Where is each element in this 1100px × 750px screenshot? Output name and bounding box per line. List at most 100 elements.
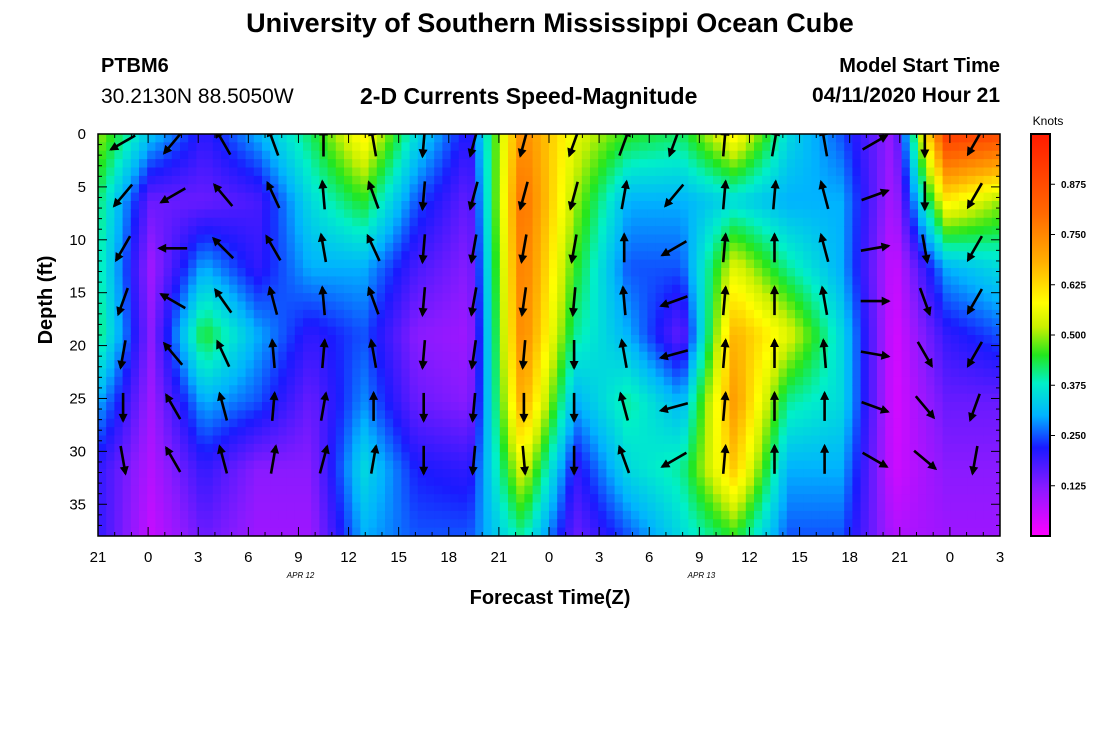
heatmap-cell [458, 276, 468, 286]
heatmap-cell [754, 326, 763, 336]
heatmap-cell [171, 443, 181, 453]
heatmap-cell [508, 502, 517, 512]
heatmap-cell [926, 418, 935, 428]
heatmap-cell [98, 502, 107, 512]
heatmap-cell [901, 175, 911, 185]
heatmap-cell [901, 343, 911, 353]
heatmap-cell [475, 184, 484, 194]
heatmap-cell [926, 301, 935, 311]
heatmap-cell [171, 502, 181, 512]
heatmap-cell [171, 469, 181, 478]
heatmap-cell [319, 494, 329, 504]
heatmap-cell [836, 460, 845, 470]
heatmap-cell [590, 427, 599, 437]
heatmap-cell [98, 368, 107, 378]
heatmap-cell [106, 335, 115, 344]
heatmap-cell [401, 427, 411, 437]
heatmap-cell [672, 435, 681, 445]
heatmap-cell [704, 477, 714, 487]
heatmap-cell [901, 469, 911, 478]
heatmap-cell [376, 527, 386, 536]
heatmap-cell [130, 184, 140, 194]
heatmap-cell [704, 326, 714, 336]
heatmap-cell [278, 469, 288, 478]
heatmap-cell [606, 494, 616, 504]
heatmap-cell [278, 402, 288, 411]
heatmap-cell [385, 150, 394, 160]
heatmap-cell [311, 343, 320, 353]
heatmap-cell [795, 159, 804, 169]
heatmap-cell [557, 301, 566, 311]
heatmap-cell [98, 410, 107, 420]
heatmap-cell [327, 175, 337, 185]
heatmap-cell [827, 335, 837, 344]
heatmap-cell [754, 494, 763, 504]
heatmap-cell [827, 460, 837, 470]
heatmap-cell [180, 150, 189, 160]
heatmap-cell [491, 284, 501, 294]
heatmap-cell [680, 443, 689, 453]
heatmap-cell [196, 159, 206, 169]
heatmap-cell [278, 192, 288, 202]
heatmap-cell [262, 485, 271, 495]
heatmap-cell [803, 385, 812, 395]
heatmap-cell [344, 192, 353, 202]
heatmap-cell [901, 427, 911, 437]
heatmap-cell [434, 309, 443, 319]
heatmap-cell [434, 242, 443, 252]
heatmap-cell [737, 234, 747, 244]
heatmap-cell [171, 217, 181, 227]
heatmap-cell [344, 284, 353, 294]
heatmap-cell [532, 494, 542, 504]
heatmap-cell [204, 335, 214, 344]
heatmap-cell [327, 209, 337, 219]
heatmap-cell [532, 192, 542, 202]
heatmap-cell [524, 402, 534, 411]
heatmap-cell [106, 326, 115, 336]
heatmap-cell [303, 326, 312, 336]
heatmap-cell [278, 360, 288, 370]
heatmap-cell [385, 410, 394, 420]
heatmap-cell [549, 309, 558, 319]
heatmap-cell [385, 284, 394, 294]
heatmap-cell [598, 184, 607, 194]
heatmap-cell [745, 335, 755, 344]
heatmap-cell [786, 485, 796, 495]
heatmap-cell [499, 192, 509, 202]
heatmap-cell [877, 192, 886, 202]
heatmap-cell [171, 527, 181, 536]
heatmap-cell [221, 293, 230, 303]
heatmap-cell [434, 259, 443, 269]
heatmap-cell [721, 494, 730, 504]
heatmap-cell [360, 150, 370, 160]
heatmap-cell [253, 485, 263, 495]
heatmap-cell [598, 142, 607, 152]
heatmap-cell [573, 142, 583, 152]
heatmap-cell [344, 217, 353, 227]
heatmap-cell [893, 502, 903, 512]
heatmap-cell [491, 360, 501, 370]
heatmap-cell [836, 443, 845, 453]
heatmap-cell [745, 242, 755, 252]
heatmap-cell [122, 502, 132, 512]
heatmap-cell [688, 226, 698, 236]
heatmap-cell [803, 460, 812, 470]
heatmap-cell [713, 376, 722, 386]
heatmap-cell [754, 351, 763, 361]
heatmap-cell [147, 435, 156, 445]
heatmap-cell [327, 167, 337, 177]
heatmap-cell [450, 335, 460, 344]
heatmap-cell [614, 343, 624, 353]
heatmap-cell [442, 335, 452, 344]
heatmap-cell [729, 309, 739, 319]
heatmap-cell [262, 159, 271, 169]
heatmap-cell [122, 175, 132, 185]
heatmap-cell [262, 477, 271, 487]
heatmap-cell [827, 469, 837, 478]
heatmap-cell [188, 217, 197, 227]
heatmap-cell [401, 309, 411, 319]
heatmap-cell [680, 276, 689, 286]
heatmap-cell [688, 502, 698, 512]
heatmap-cell [614, 242, 624, 252]
heatmap-cell [893, 234, 903, 244]
